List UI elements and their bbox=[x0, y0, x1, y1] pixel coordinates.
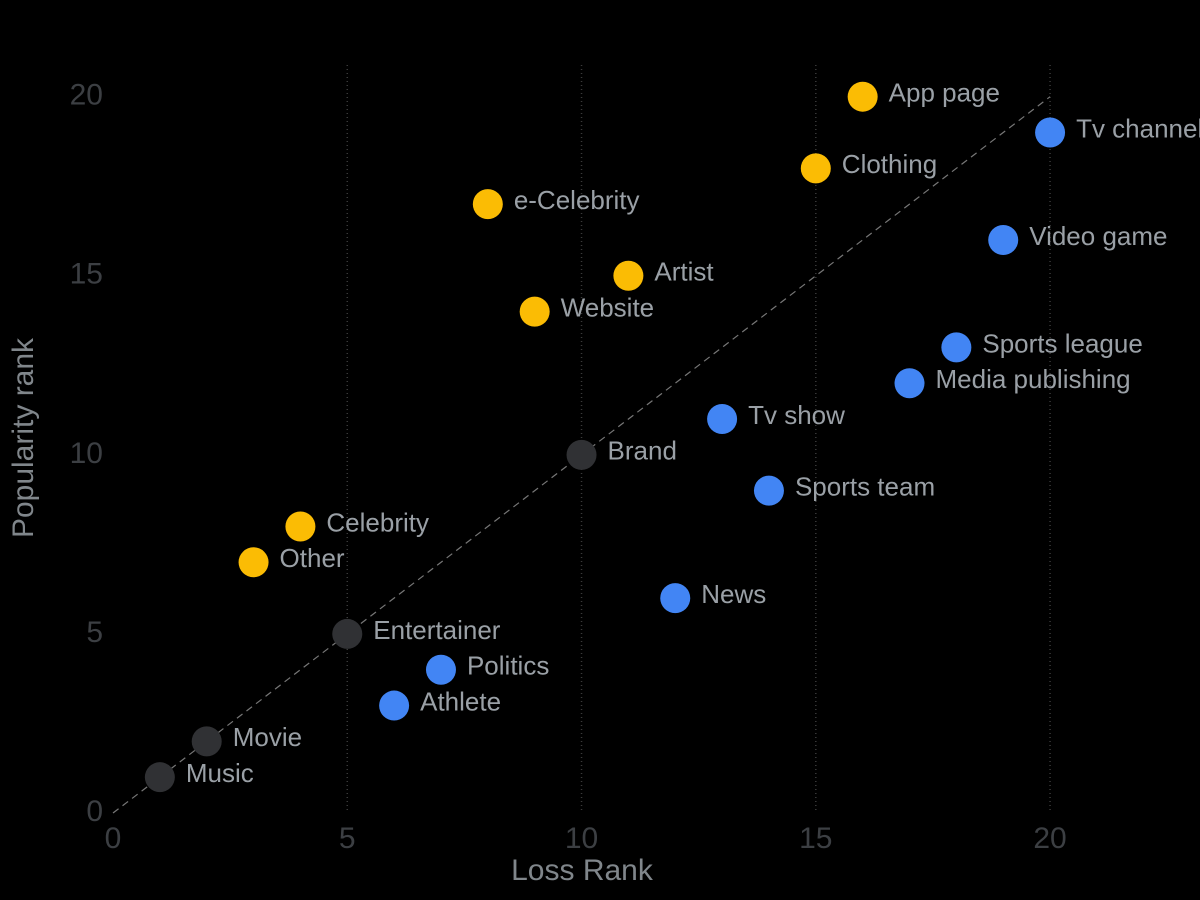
point bbox=[847, 81, 878, 112]
point-label: Tv show bbox=[748, 400, 845, 430]
x-tick-label: 15 bbox=[799, 822, 832, 855]
y-tick-label: 15 bbox=[70, 258, 103, 291]
point-label: Music bbox=[186, 758, 254, 788]
point bbox=[144, 762, 175, 793]
x-tick-label: 10 bbox=[565, 822, 598, 855]
point bbox=[707, 404, 738, 435]
point-label: Video game bbox=[1029, 221, 1167, 251]
y-tick-label: 5 bbox=[86, 616, 103, 649]
point-label: Media publishing bbox=[936, 364, 1131, 394]
point-label: Website bbox=[561, 292, 654, 322]
x-tick-label: 5 bbox=[339, 822, 356, 855]
point bbox=[238, 547, 269, 578]
point bbox=[472, 189, 503, 220]
point-label: Tv channel bbox=[1076, 113, 1200, 143]
point-label: Entertainer bbox=[373, 615, 501, 645]
point-label: App page bbox=[889, 78, 1000, 108]
point-label: Other bbox=[280, 543, 345, 573]
y-tick-label: 20 bbox=[70, 79, 103, 112]
point bbox=[894, 368, 925, 399]
point bbox=[941, 332, 972, 363]
point-label: Sports team bbox=[795, 472, 935, 502]
point bbox=[425, 654, 456, 685]
point bbox=[613, 260, 644, 291]
y-tick-label: 10 bbox=[70, 437, 103, 470]
point-label: Politics bbox=[467, 651, 549, 681]
point bbox=[660, 583, 691, 614]
point-label: News bbox=[701, 579, 766, 609]
point-label: Sports league bbox=[982, 328, 1142, 358]
point-label: Athlete bbox=[420, 686, 501, 716]
point bbox=[519, 296, 550, 327]
point-label: Celebrity bbox=[326, 507, 429, 537]
y-tick-label: 0 bbox=[86, 795, 103, 828]
x-tick-label: 20 bbox=[1033, 822, 1066, 855]
point bbox=[191, 726, 222, 757]
point bbox=[332, 618, 363, 649]
point-label: e-Celebrity bbox=[514, 185, 640, 215]
point-label: Clothing bbox=[842, 149, 937, 179]
y-axis-title: Popularity rank bbox=[7, 337, 40, 538]
point bbox=[800, 153, 831, 184]
point-label: Brand bbox=[608, 436, 677, 466]
point-label: Movie bbox=[233, 722, 302, 752]
point bbox=[379, 690, 410, 721]
point-label: Artist bbox=[654, 257, 714, 287]
x-tick-label: 0 bbox=[105, 822, 122, 855]
point bbox=[1035, 117, 1066, 148]
point bbox=[566, 439, 597, 470]
x-axis-title: Loss Rank bbox=[511, 854, 654, 887]
point bbox=[753, 475, 784, 506]
point bbox=[285, 511, 316, 542]
point bbox=[988, 224, 1019, 255]
